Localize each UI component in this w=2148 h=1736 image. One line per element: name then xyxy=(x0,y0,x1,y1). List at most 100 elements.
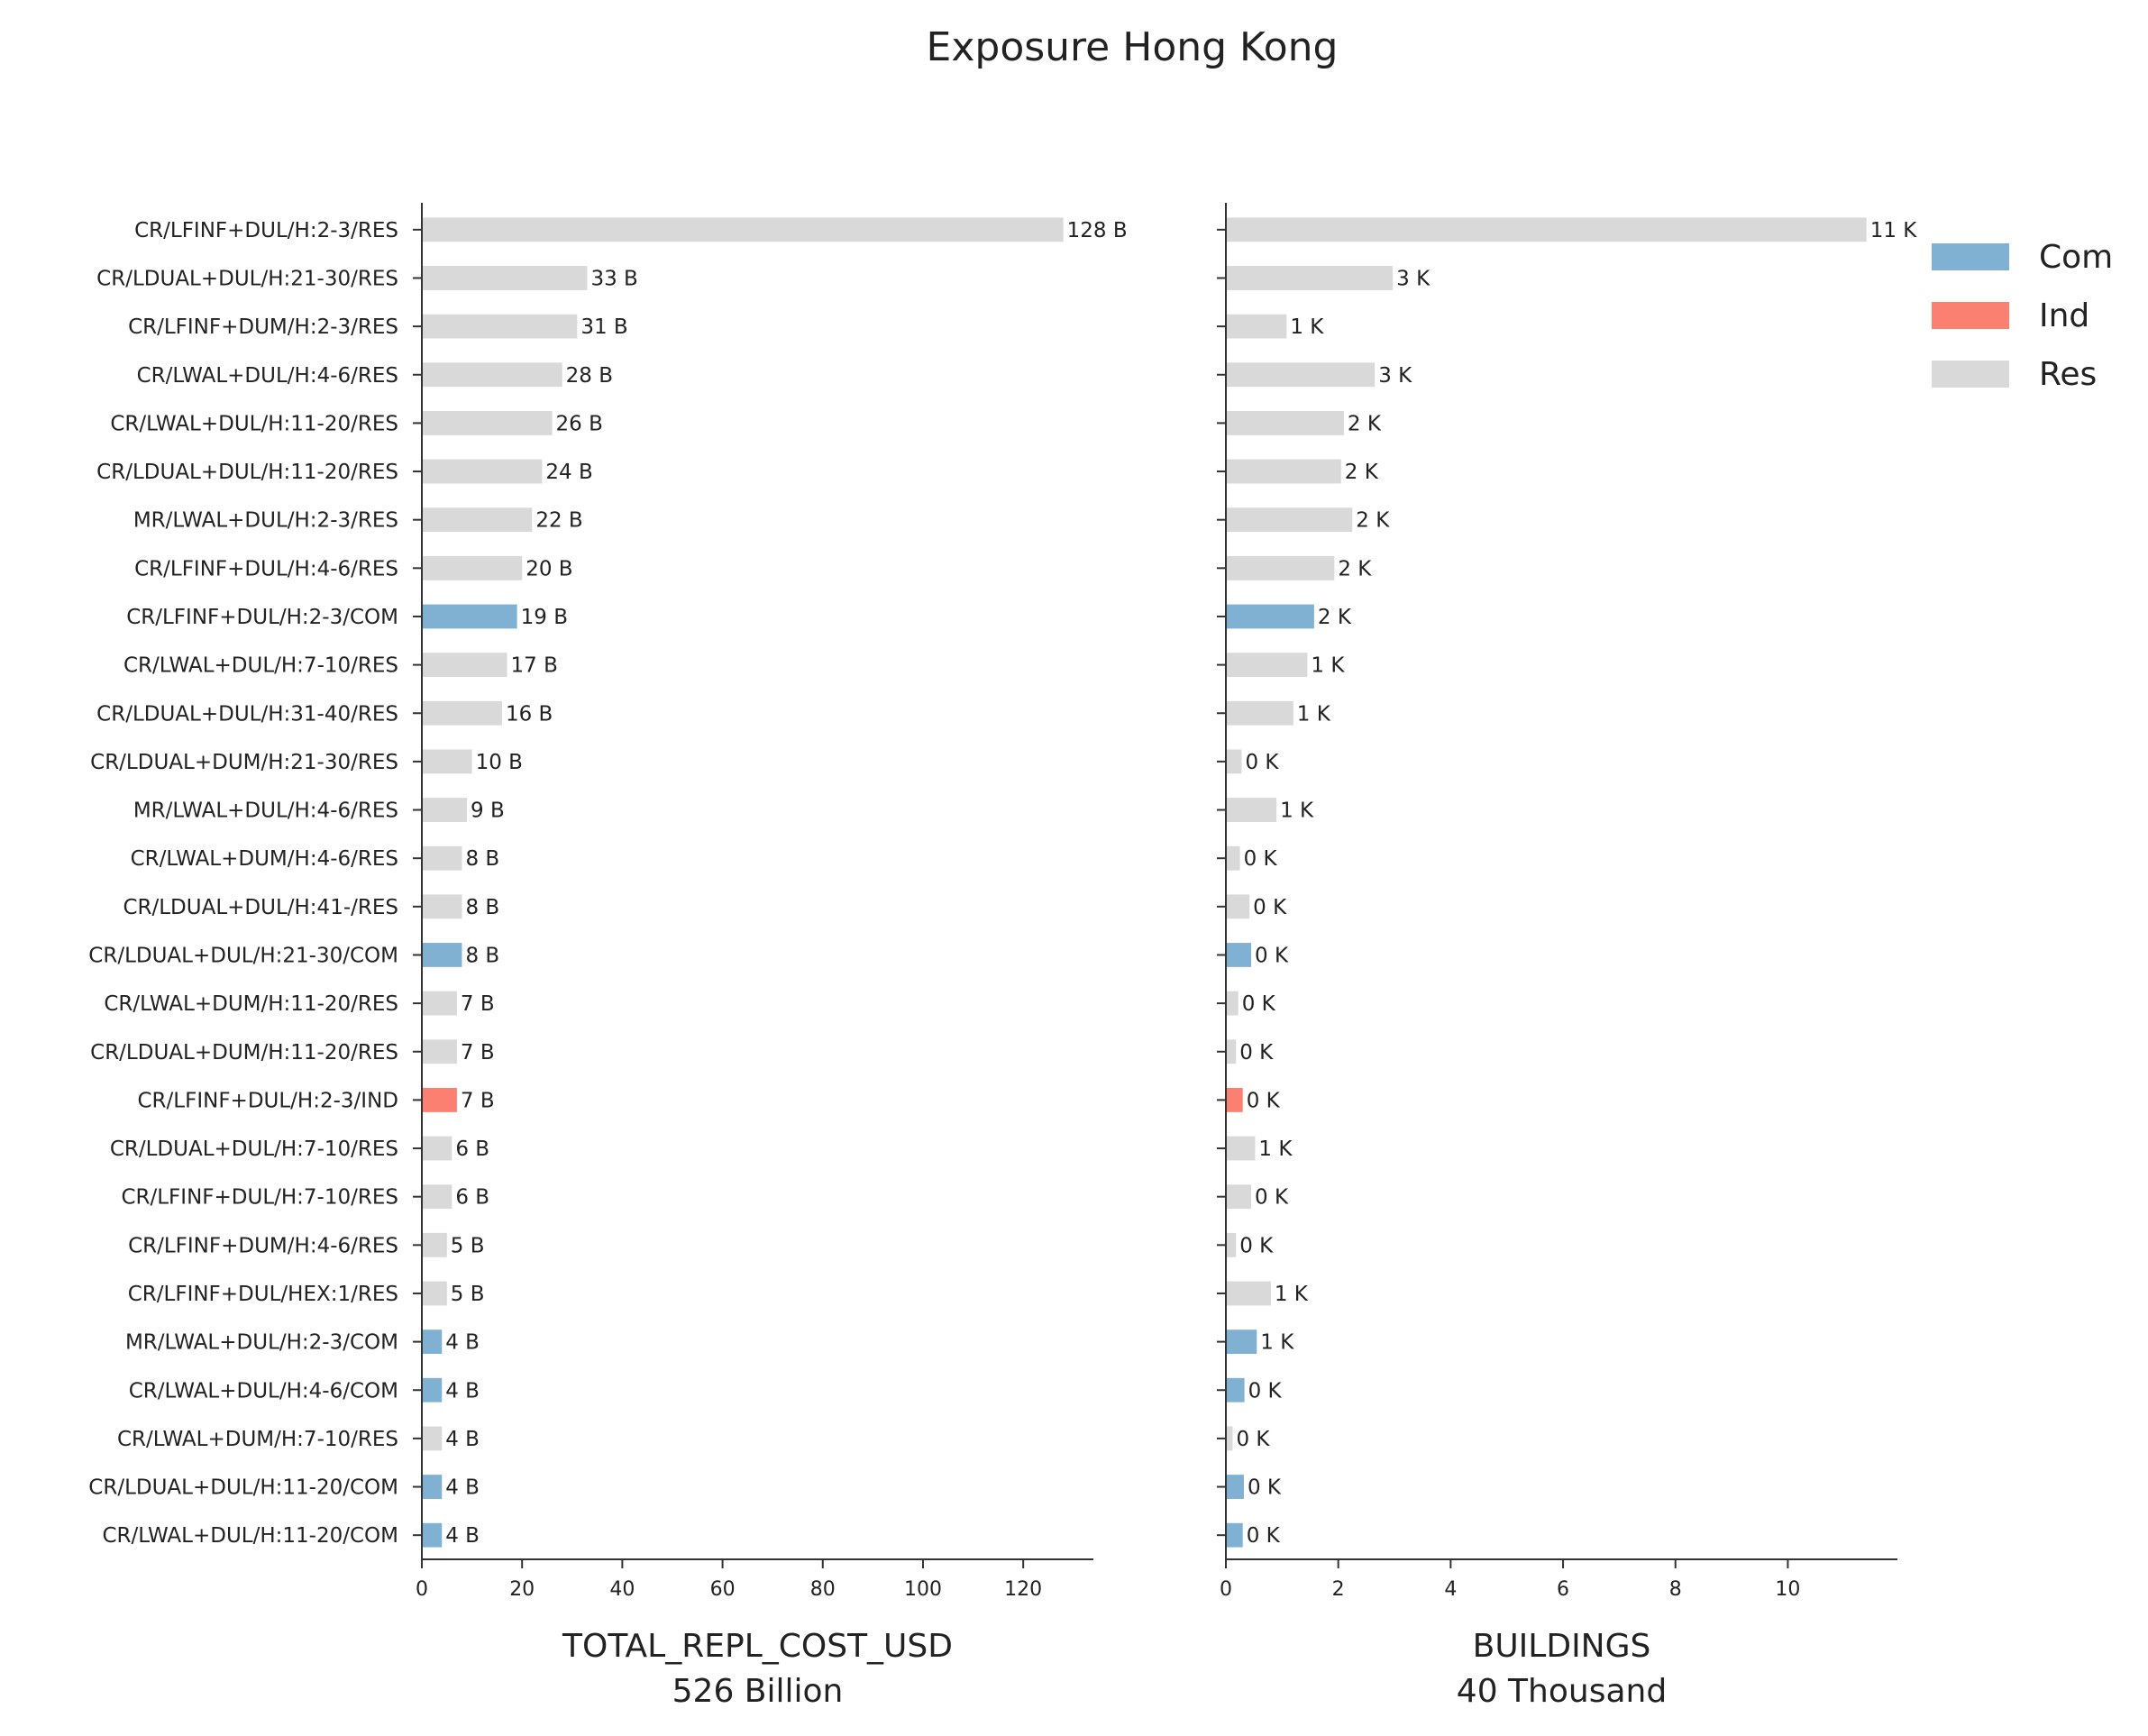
bar xyxy=(422,845,462,871)
data-label: 7 B xyxy=(461,1089,495,1112)
bar xyxy=(1226,700,1293,726)
bar xyxy=(1226,314,1287,339)
x-tick-label: 0 xyxy=(416,1578,428,1601)
data-label: 28 B xyxy=(566,364,613,388)
data-label: 3 K xyxy=(1378,364,1412,388)
bar xyxy=(1226,1522,1243,1548)
category-label: CR/LDUAL+DUL/H:41-/RES xyxy=(123,896,398,919)
bar xyxy=(1226,410,1344,435)
data-label: 0 K xyxy=(1239,1234,1274,1257)
x-tick-label: 60 xyxy=(710,1578,736,1601)
x-tick-label: 20 xyxy=(509,1578,535,1601)
bar xyxy=(422,1232,447,1257)
bar xyxy=(422,314,578,339)
data-label: 17 B xyxy=(511,654,558,678)
category-label: CR/LWAL+DUL/H:11-20/RES xyxy=(110,412,398,435)
data-label: 0 K xyxy=(1255,1186,1289,1210)
data-label: 0 K xyxy=(1255,944,1289,967)
x-axis-total: 526 Billion xyxy=(672,1673,844,1710)
category-label: CR/LWAL+DUL/H:4-6/COM xyxy=(129,1379,398,1403)
data-label: 22 B xyxy=(535,509,582,533)
data-label: 3 K xyxy=(1396,267,1430,290)
chart-title: Exposure Hong Kong xyxy=(927,24,1339,70)
category-label: MR/LWAL+DUL/H:4-6/RES xyxy=(133,799,398,823)
category-label: CR/LFINF+DUL/H:2-3/COM xyxy=(126,606,398,629)
data-label: 0 K xyxy=(1253,896,1287,919)
legend-item-ind: Ind xyxy=(1932,297,2089,334)
data-label: 6 B xyxy=(455,1138,489,1161)
category-label: CR/LWAL+DUL/H:11-20/COM xyxy=(102,1524,398,1548)
bar xyxy=(1226,1426,1233,1451)
bar xyxy=(1226,1329,1257,1355)
x-tick-label: 120 xyxy=(1004,1578,1042,1601)
category-label: MR/LWAL+DUL/H:2-3/COM xyxy=(125,1331,398,1355)
data-label: 1 K xyxy=(1258,1138,1293,1161)
data-label: 31 B xyxy=(580,315,627,339)
category-label: CR/LFINF+DUL/HEX:1/RES xyxy=(128,1283,398,1306)
bar xyxy=(1226,604,1314,629)
bar xyxy=(422,749,472,774)
x-axis-label: BUILDINGS xyxy=(1473,1628,1651,1665)
data-label: 0 K xyxy=(1247,1524,1281,1548)
data-label: 2 K xyxy=(1318,606,1352,629)
legend-swatch xyxy=(1932,361,2009,388)
data-label: 33 B xyxy=(590,267,637,290)
x-axis-label: TOTAL_REPL_COST_USD xyxy=(562,1628,953,1665)
x-axis-total: 40 Thousand xyxy=(1457,1673,1667,1710)
data-label: 8 B xyxy=(465,944,499,967)
bar xyxy=(422,266,588,290)
bar-panel-1: 128 B CR/LFINF+DUL/H:2-3/RES 33 B CR/LDUAL+… xyxy=(88,203,1128,1710)
bar xyxy=(1226,1475,1244,1499)
category-label: CR/LDUAL+DUL/H:11-20/COM xyxy=(88,1476,398,1500)
bar-panel-2: 11 K3 K1 K3 K2 K2 K2 K2 K2 K1 K1 K0 K1 K… xyxy=(1217,203,1917,1710)
legend-item-res: Res xyxy=(1932,356,2097,393)
bar xyxy=(422,894,462,919)
x-tick-label: 80 xyxy=(810,1578,836,1601)
category-label: CR/LDUAL+DUL/H:11-20/RES xyxy=(96,461,398,484)
category-label: CR/LFINF+DUM/H:4-6/RES xyxy=(128,1234,398,1257)
data-label: 7 B xyxy=(461,992,495,1016)
bar xyxy=(1226,555,1335,580)
category-label: CR/LDUAL+DUM/H:11-20/RES xyxy=(90,1041,398,1064)
bar xyxy=(422,1039,457,1064)
bar xyxy=(1226,894,1250,919)
data-label: 1 K xyxy=(1297,702,1331,726)
bar xyxy=(422,1377,443,1403)
bar xyxy=(422,459,543,484)
data-label: 11 K xyxy=(1870,219,1918,242)
x-tick-label: 10 xyxy=(1775,1578,1800,1601)
data-label: 26 B xyxy=(556,412,603,435)
category-label: CR/LDUAL+DUM/H:21-30/RES xyxy=(90,751,398,774)
bar xyxy=(422,943,462,967)
data-label: 1 K xyxy=(1290,315,1324,339)
data-label: 2 K xyxy=(1348,412,1382,435)
category-label: CR/LDUAL+DUL/H:31-40/RES xyxy=(96,702,398,726)
bar xyxy=(1226,362,1376,388)
legend-label: Res xyxy=(2039,356,2097,393)
data-label: 0 K xyxy=(1242,992,1276,1016)
data-label: 1 K xyxy=(1275,1283,1309,1306)
category-label: CR/LDUAL+DUL/H:7-10/RES xyxy=(110,1138,398,1161)
data-label: 0 K xyxy=(1244,847,1278,871)
bar xyxy=(1226,1281,1271,1306)
data-label: 0 K xyxy=(1247,1089,1281,1112)
bar xyxy=(422,1136,452,1161)
data-label: 7 B xyxy=(461,1041,495,1064)
bar xyxy=(422,798,468,822)
bar xyxy=(1226,266,1394,290)
bar xyxy=(422,1184,452,1210)
bar xyxy=(422,217,1064,242)
category-label: CR/LFINF+DUL/H:2-3/IND xyxy=(138,1089,399,1112)
data-label: 0 K xyxy=(1236,1428,1270,1451)
bar xyxy=(1226,943,1252,967)
data-label: 0 K xyxy=(1248,1379,1283,1403)
data-label: 0 K xyxy=(1248,1476,1282,1500)
data-label: 0 K xyxy=(1239,1041,1274,1064)
category-label: CR/LWAL+DUM/H:4-6/RES xyxy=(131,847,398,871)
bar xyxy=(422,1281,447,1306)
x-tick-label: 6 xyxy=(1557,1578,1569,1601)
x-tick-label: 8 xyxy=(1669,1578,1682,1601)
category-label: CR/LWAL+DUM/H:7-10/RES xyxy=(117,1428,398,1451)
bar xyxy=(422,604,517,629)
